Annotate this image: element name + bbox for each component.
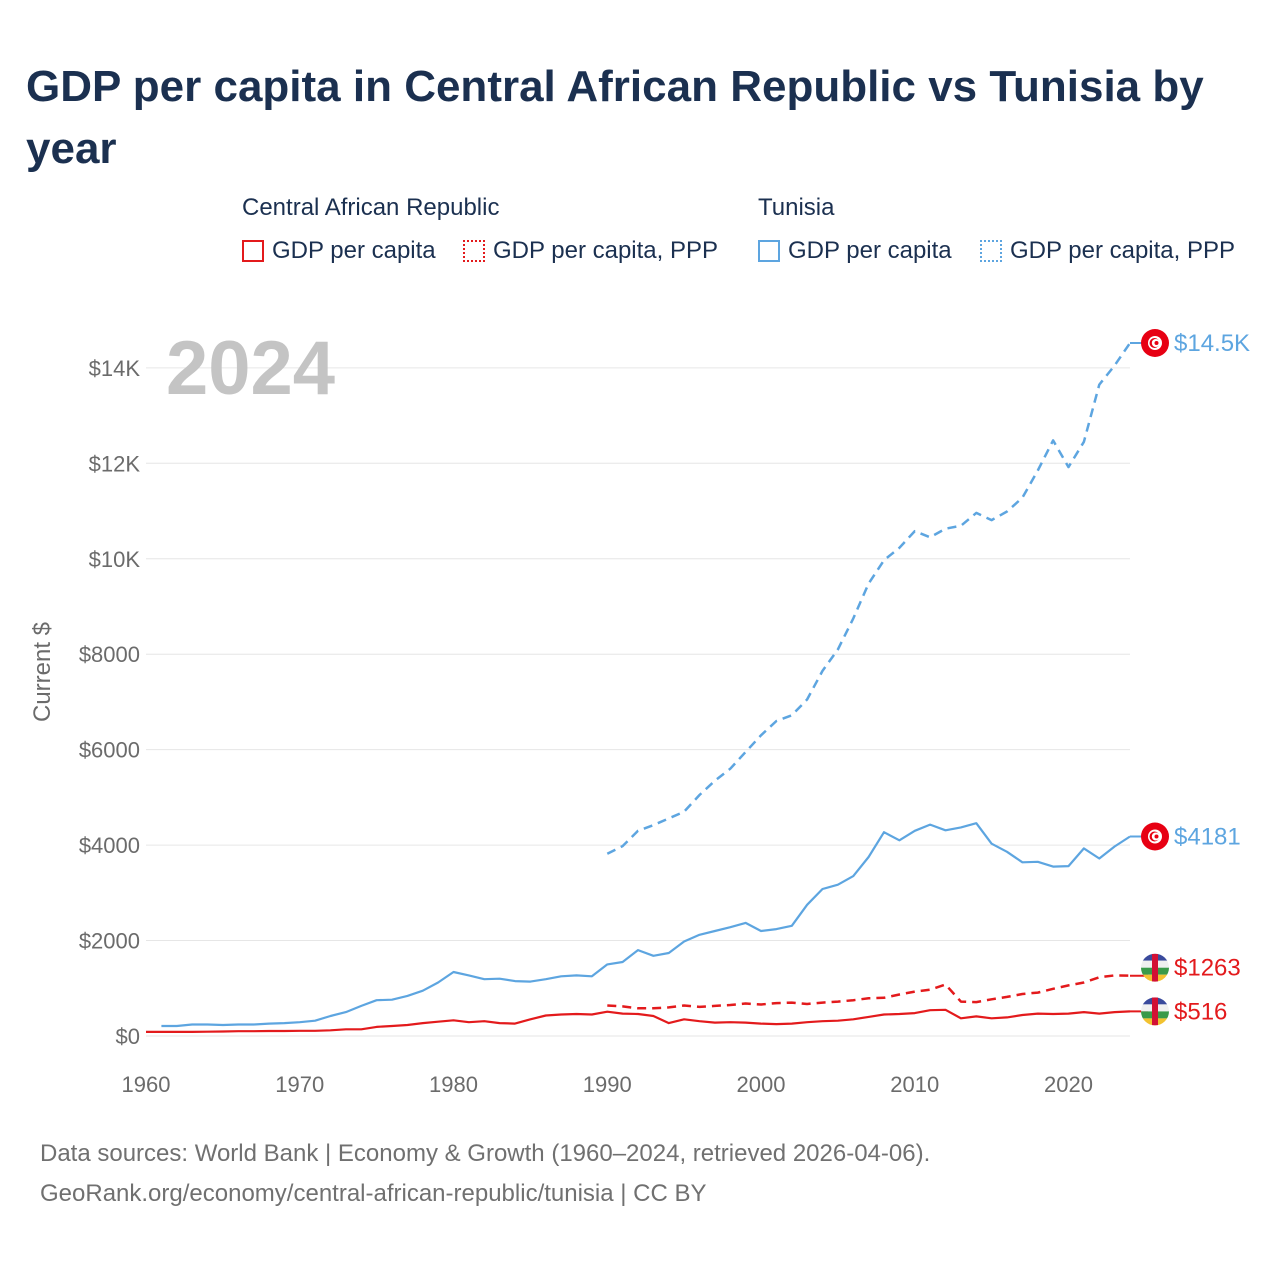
legend-item-car-gdp-ppp[interactable]: GDP per capita, PPP bbox=[463, 236, 718, 266]
legend-label-tunisia-gdp: GDP per capita bbox=[788, 237, 952, 264]
y-tick-label: $12K bbox=[89, 451, 141, 476]
series-line-3 bbox=[146, 1008, 1131, 1033]
legend-label-tunisia-gdp-ppp: GDP per capita, PPP bbox=[1010, 237, 1235, 264]
series-line-2 bbox=[607, 974, 1131, 1010]
legend-group-car-title: Central African Republic bbox=[242, 194, 500, 221]
x-tick-label: 1960 bbox=[122, 1072, 171, 1097]
legend-item-car-gdp[interactable]: GDP per capita bbox=[242, 236, 436, 266]
legend-item-tunisia-gdp[interactable]: GDP per capita bbox=[758, 236, 952, 266]
y-tick-label: $6000 bbox=[79, 738, 140, 763]
footer-sources: Data sources: World Bank | Economy & Gro… bbox=[40, 1140, 931, 1167]
y-tick-label: $4000 bbox=[79, 833, 140, 858]
legend-item-tunisia-gdp-ppp[interactable]: GDP per capita, PPP bbox=[980, 236, 1235, 266]
car-flag-icon bbox=[1141, 997, 1169, 1026]
x-tick-label: 1980 bbox=[429, 1072, 478, 1097]
tunisia-flag-icon bbox=[1141, 822, 1169, 851]
legend-label-car-gdp: GDP per capita bbox=[272, 237, 436, 264]
x-tick-label: 2000 bbox=[737, 1072, 786, 1097]
legend-swatch-tunisia-gdp bbox=[758, 240, 780, 262]
tunisia-flag-icon bbox=[1141, 329, 1169, 357]
y-tick-label: $8000 bbox=[79, 642, 140, 667]
y-axis-label: Current $ bbox=[29, 622, 56, 722]
x-tick-label: 1970 bbox=[275, 1072, 324, 1097]
series-end-label: $516 bbox=[1174, 998, 1227, 1025]
x-tick-label: 1990 bbox=[583, 1072, 632, 1097]
legend-group-tunisia-title: Tunisia bbox=[758, 194, 835, 221]
y-tick-label: $0 bbox=[116, 1024, 140, 1049]
series-line-1 bbox=[161, 822, 1131, 1028]
y-tick-label: $10K bbox=[89, 547, 141, 572]
series-end-label: $1263 bbox=[1174, 955, 1241, 982]
car-flag-icon bbox=[1141, 953, 1169, 982]
legend-swatch-tunisia-gdp-ppp bbox=[980, 240, 1002, 262]
series-line-0 bbox=[606, 342, 1132, 855]
legend-label-car-gdp-ppp: GDP per capita, PPP bbox=[493, 237, 718, 264]
series-end-label: $4181 bbox=[1174, 823, 1241, 850]
y-tick-label: $2000 bbox=[79, 929, 140, 954]
legend-swatch-car-gdp bbox=[242, 240, 264, 262]
x-tick-label: 2020 bbox=[1044, 1072, 1093, 1097]
series-end-label: $14.5K bbox=[1174, 330, 1250, 357]
footer-attribution: GeoRank.org/economy/central-african-repu… bbox=[40, 1180, 707, 1207]
year-watermark: 2024 bbox=[166, 326, 335, 411]
legend-swatch-car-gdp-ppp bbox=[463, 240, 485, 262]
line-chart: $0 $2000 $4000 $6000 $8000 $10K $12K $14K 1960 19… bbox=[29, 326, 1250, 1097]
page-title: GDP per capita in Central African Republ… bbox=[26, 62, 1204, 173]
x-tick-label: 2010 bbox=[890, 1072, 939, 1097]
y-tick-label: $14K bbox=[89, 356, 141, 381]
